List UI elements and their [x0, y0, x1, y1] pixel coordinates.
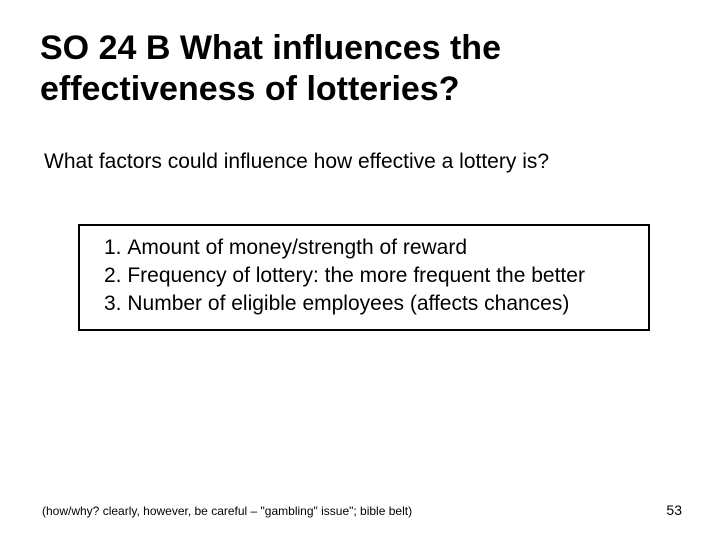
slide-subtitle: What factors could influence how effecti…: [44, 150, 680, 174]
slide-container: SO 24 B What influences the effectivenes…: [0, 0, 720, 540]
page-number: 53: [666, 502, 682, 518]
list-item: Frequency of lottery: the more frequent …: [98, 262, 634, 290]
factors-list: Amount of money/strength of reward Frequ…: [94, 234, 634, 319]
footnote-text: (how/why? clearly, however, be careful –…: [42, 504, 412, 518]
factors-box: Amount of money/strength of reward Frequ…: [78, 224, 650, 331]
list-item: Amount of money/strength of reward: [98, 234, 634, 262]
list-item: Number of eligible employees (affects ch…: [98, 290, 634, 318]
slide-title: SO 24 B What influences the effectivenes…: [40, 28, 680, 110]
